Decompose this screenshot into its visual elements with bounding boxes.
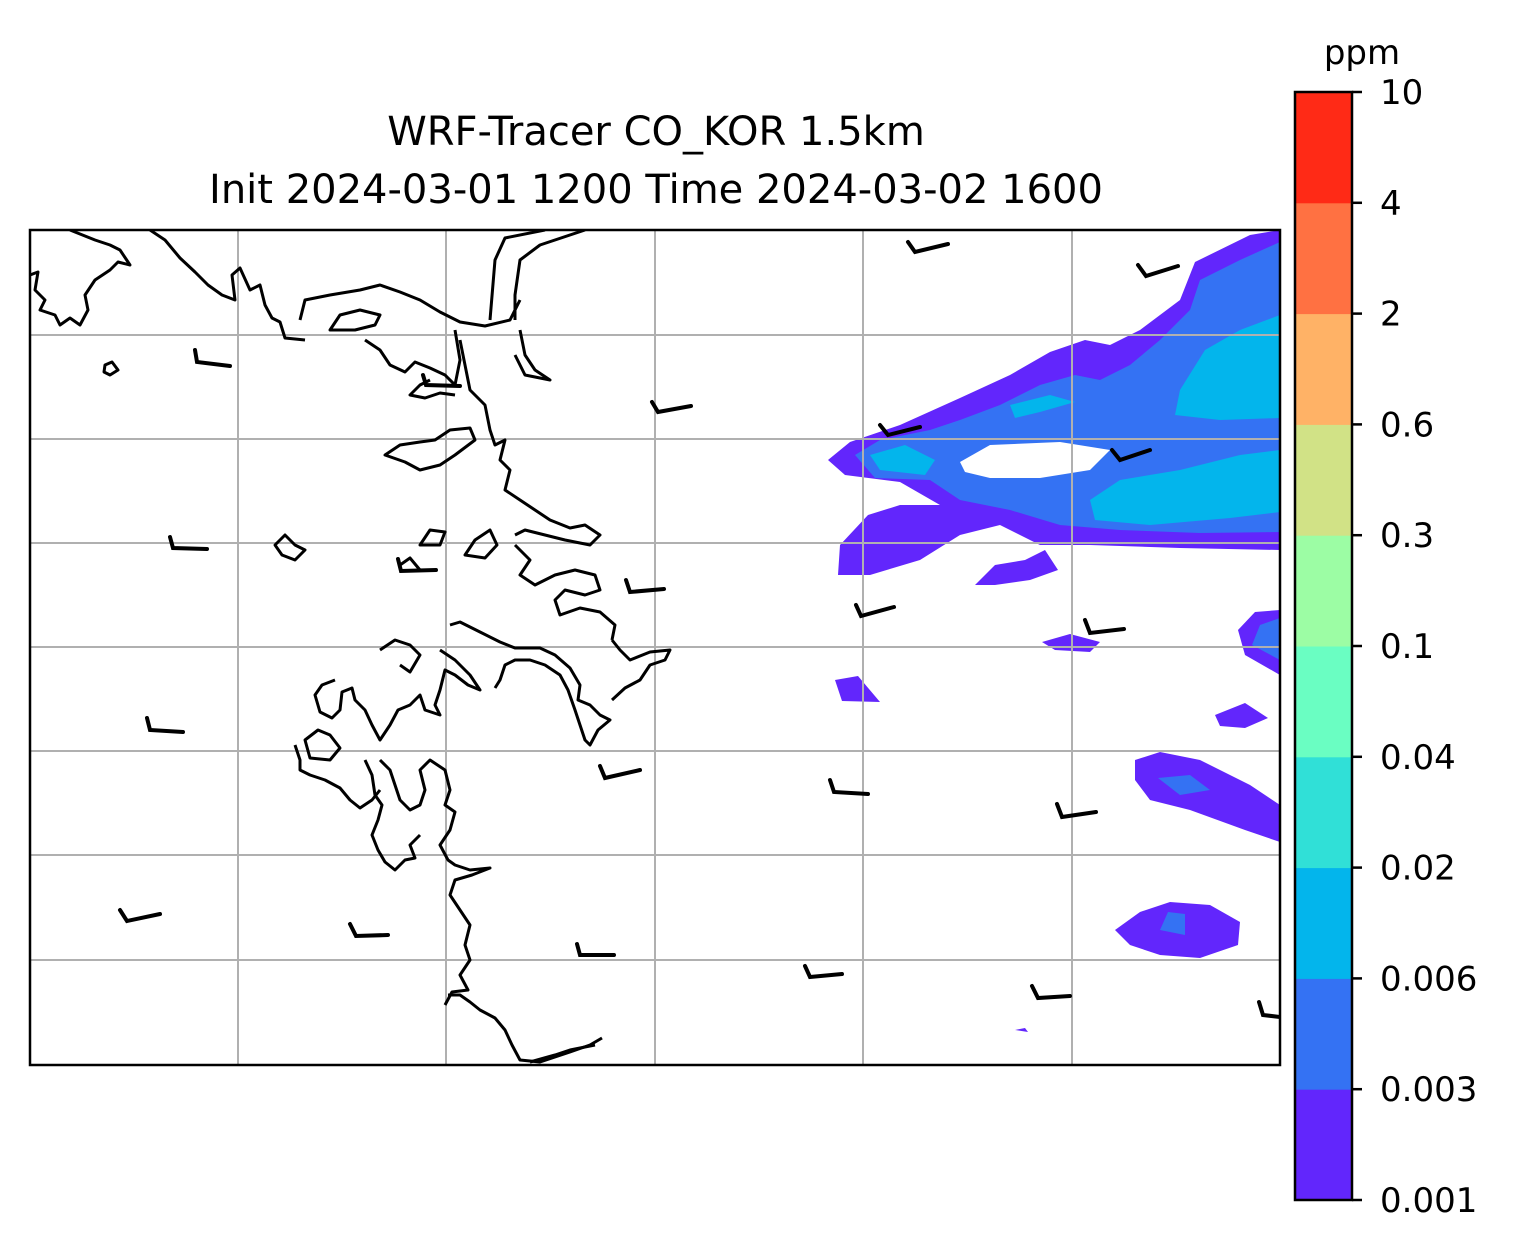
colorbar-segment bbox=[1295, 92, 1352, 204]
colorbar-tick-label: 2 bbox=[1380, 295, 1402, 335]
coastline-south-a bbox=[293, 744, 382, 810]
colorbar-tick-label: 4 bbox=[1380, 184, 1402, 224]
colorbar-segment bbox=[1295, 535, 1352, 647]
colorbar-tick-label: 0.1 bbox=[1380, 627, 1434, 667]
contour-0.003-east-edge bbox=[1252, 618, 1280, 660]
coastline-bay bbox=[298, 283, 522, 328]
colorbar-segment bbox=[1295, 867, 1352, 979]
wind-barb bbox=[1257, 1000, 1280, 1019]
colorbar-tick-label: 0.6 bbox=[1380, 405, 1434, 445]
wind-barb bbox=[624, 578, 666, 595]
colorbar-segment bbox=[1295, 978, 1352, 1090]
coastline-river-c bbox=[513, 329, 552, 382]
wind-barb bbox=[1136, 263, 1180, 279]
map-area bbox=[30, 230, 1280, 1065]
contour-0.006-northeast bbox=[1175, 315, 1280, 420]
contour-0.001-east-small bbox=[1215, 703, 1268, 728]
wind-barb bbox=[1083, 618, 1126, 636]
contour-0.001-southeast bbox=[1135, 752, 1280, 842]
wind-barb bbox=[828, 778, 870, 796]
contour-0.001-south-blob bbox=[975, 550, 1058, 585]
wind-barb bbox=[168, 535, 209, 551]
wind-barb bbox=[878, 423, 922, 438]
coastline-coast-b bbox=[513, 543, 617, 641]
coastline-main-west bbox=[458, 339, 602, 547]
wind-barb bbox=[118, 908, 162, 924]
colorbar-tick-label: 0.001 bbox=[1380, 1181, 1477, 1221]
coastline-north bbox=[30, 230, 132, 327]
colorbar-tick-label: 0.02 bbox=[1380, 849, 1456, 889]
colorbar-segment bbox=[1295, 202, 1352, 315]
wind-barb bbox=[598, 764, 642, 781]
coastline-cove bbox=[379, 638, 422, 674]
coastline-island-e bbox=[463, 528, 499, 560]
coastline-south-c bbox=[448, 993, 603, 1064]
colorbar-tick-label: 0.04 bbox=[1380, 738, 1456, 778]
coastline-south-d bbox=[529, 1043, 596, 1064]
colorbar: ppm 0.001 0.003 0.006 0.02 0.04 0.1 0.3 0.6 2 4 10 bbox=[1293, 33, 1477, 1221]
coastline-river-b bbox=[513, 230, 586, 320]
colorbar-segment bbox=[1295, 313, 1352, 425]
colorbar-segment bbox=[1295, 756, 1352, 869]
gridlines bbox=[30, 230, 1280, 1065]
wind-barb bbox=[421, 373, 462, 388]
wind-barb bbox=[193, 348, 232, 368]
coastline-peninsula-b bbox=[449, 620, 612, 747]
contour-0.001-small bbox=[835, 676, 880, 702]
contour-0.006-west bbox=[870, 445, 935, 475]
contour-0.003-northeast bbox=[855, 242, 1280, 533]
coastline-island-c bbox=[273, 533, 307, 562]
colorbar-tick-label: 0.006 bbox=[1380, 959, 1477, 999]
wind-barbs bbox=[118, 240, 1280, 1019]
wind-barb bbox=[575, 942, 616, 957]
coastline-west-lobe bbox=[313, 648, 482, 742]
wind-barb bbox=[650, 400, 693, 415]
tracer-contours bbox=[828, 230, 1280, 1032]
colorbar-tick-label: 0.003 bbox=[1380, 1070, 1477, 1110]
coastline-river-a bbox=[488, 230, 546, 321]
wind-barb bbox=[1030, 984, 1072, 1001]
map-frame bbox=[28, 228, 1282, 1067]
map-title-line2: Init 2024-03-01 1200 Time 2024-03-02 160… bbox=[209, 167, 1103, 213]
map-title-line1: WRF-Tracer CO_KOR 1.5km bbox=[387, 109, 925, 155]
contour-0.006-ring bbox=[1010, 395, 1075, 418]
wind-barb bbox=[803, 964, 844, 980]
coastline-peninsula bbox=[149, 230, 306, 342]
coastline-island-b bbox=[102, 360, 120, 377]
coastline-island-a bbox=[328, 308, 382, 332]
colorbar-segments bbox=[1295, 92, 1352, 1201]
wind-barb bbox=[1055, 802, 1098, 820]
wind-barb bbox=[145, 716, 185, 734]
coastline-estuary bbox=[364, 329, 462, 387]
coastline-island-f bbox=[399, 556, 422, 571]
coastline-islands-mid bbox=[383, 426, 477, 472]
coastline-delta bbox=[408, 378, 456, 400]
colorbar-tick-label: 0.3 bbox=[1380, 516, 1434, 556]
colorbar-segment bbox=[1295, 646, 1352, 758]
contour-0.003-southeast bbox=[1158, 775, 1210, 795]
contour-0.001-dot bbox=[1015, 1028, 1028, 1032]
contour-0.006-band bbox=[1090, 450, 1280, 525]
coastline-coast-c bbox=[610, 639, 672, 702]
coastline-south-b bbox=[378, 758, 492, 1006]
colorbar-segment bbox=[1295, 1089, 1352, 1201]
colorbar-segment bbox=[1295, 424, 1352, 536]
coastline-island-d bbox=[418, 528, 447, 547]
colorbar-ticks: 0.001 0.003 0.006 0.02 0.04 0.1 0.3 0.6 2 4 10 bbox=[1352, 73, 1477, 1221]
coastline-lagoon bbox=[303, 728, 342, 762]
wind-barb bbox=[1110, 448, 1152, 463]
colorbar-tick-label: 10 bbox=[1380, 73, 1423, 113]
wind-barb bbox=[396, 557, 438, 574]
colorbar-unit: ppm bbox=[1324, 33, 1400, 73]
coastlines bbox=[30, 230, 672, 1064]
contour-0.003-south bbox=[1160, 912, 1185, 935]
coastline-inlet bbox=[363, 759, 422, 872]
wind-barb bbox=[348, 922, 390, 939]
wind-barb bbox=[906, 240, 950, 255]
wind-barb bbox=[854, 603, 896, 619]
